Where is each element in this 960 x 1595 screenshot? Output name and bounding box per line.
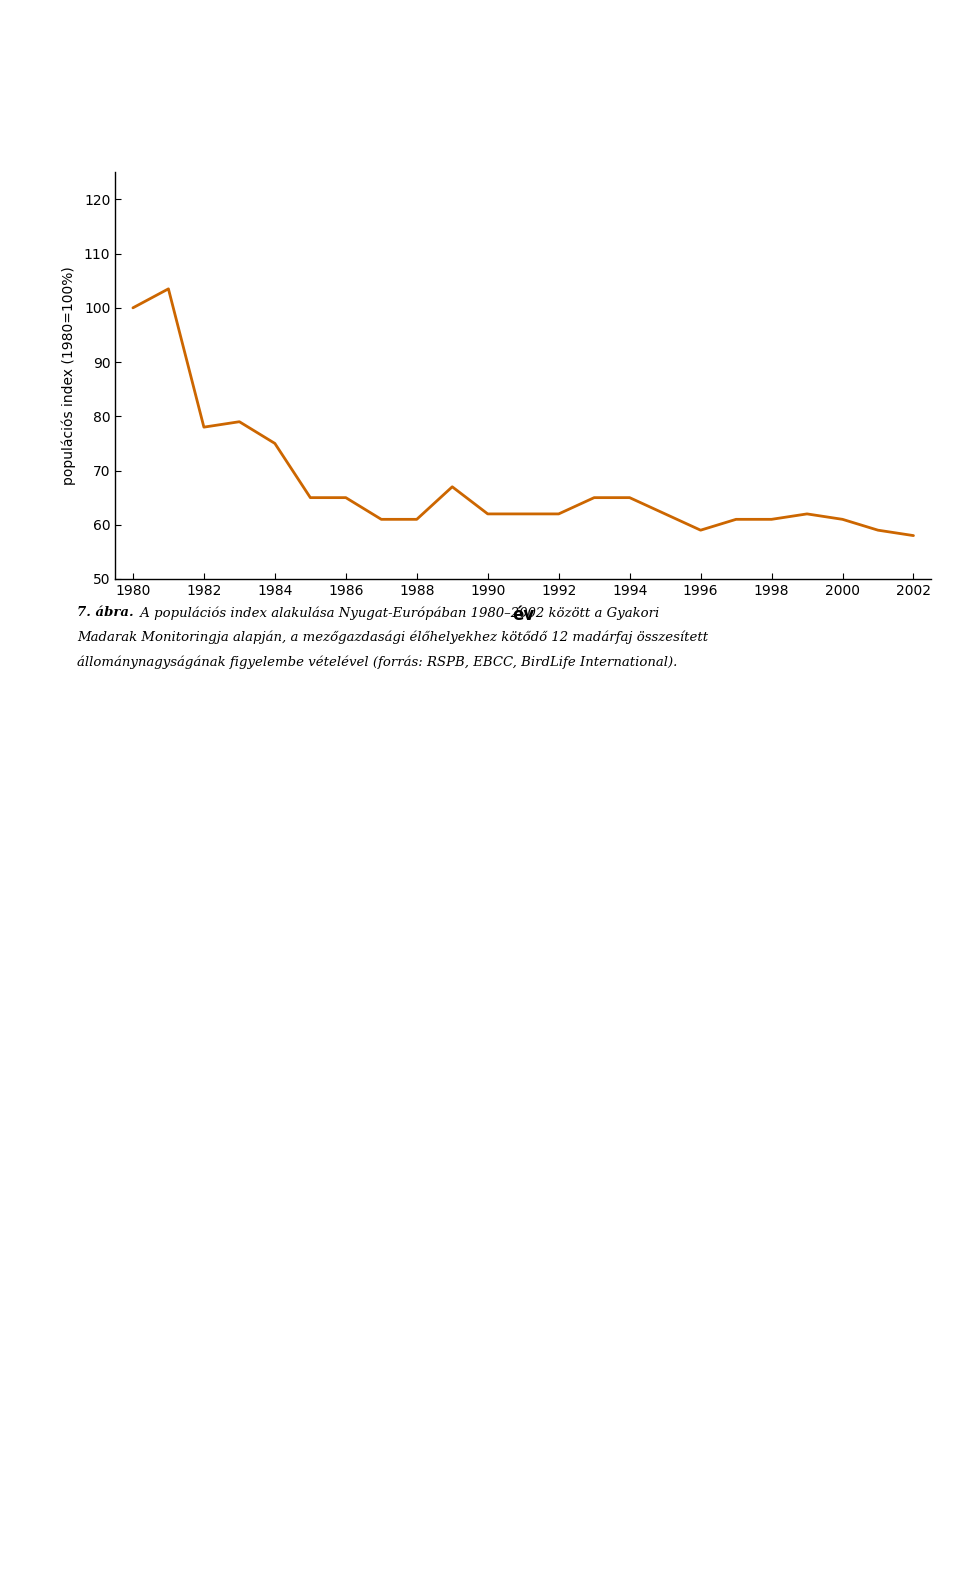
X-axis label: év: év bbox=[512, 606, 535, 624]
Text: Madarak Monitoringja alapján, a mezőgazdasági élőhelyekhez kötődő 12 madárfaj ös: Madarak Monitoringja alapján, a mezőgazd… bbox=[77, 630, 708, 644]
Text: A populációs index alakulása Nyugat-Európában 1980–2002 között a Gyakori: A populációs index alakulása Nyugat-Euró… bbox=[136, 606, 660, 619]
Y-axis label: populációs index (1980=100%): populációs index (1980=100%) bbox=[61, 266, 76, 485]
Text: 7. ábra.: 7. ábra. bbox=[77, 606, 133, 619]
Text: állománynagyságának figyelembe vételével (forrás: RSPB, EBCC, BirdLife Internati: állománynagyságának figyelembe vételével… bbox=[77, 656, 677, 668]
